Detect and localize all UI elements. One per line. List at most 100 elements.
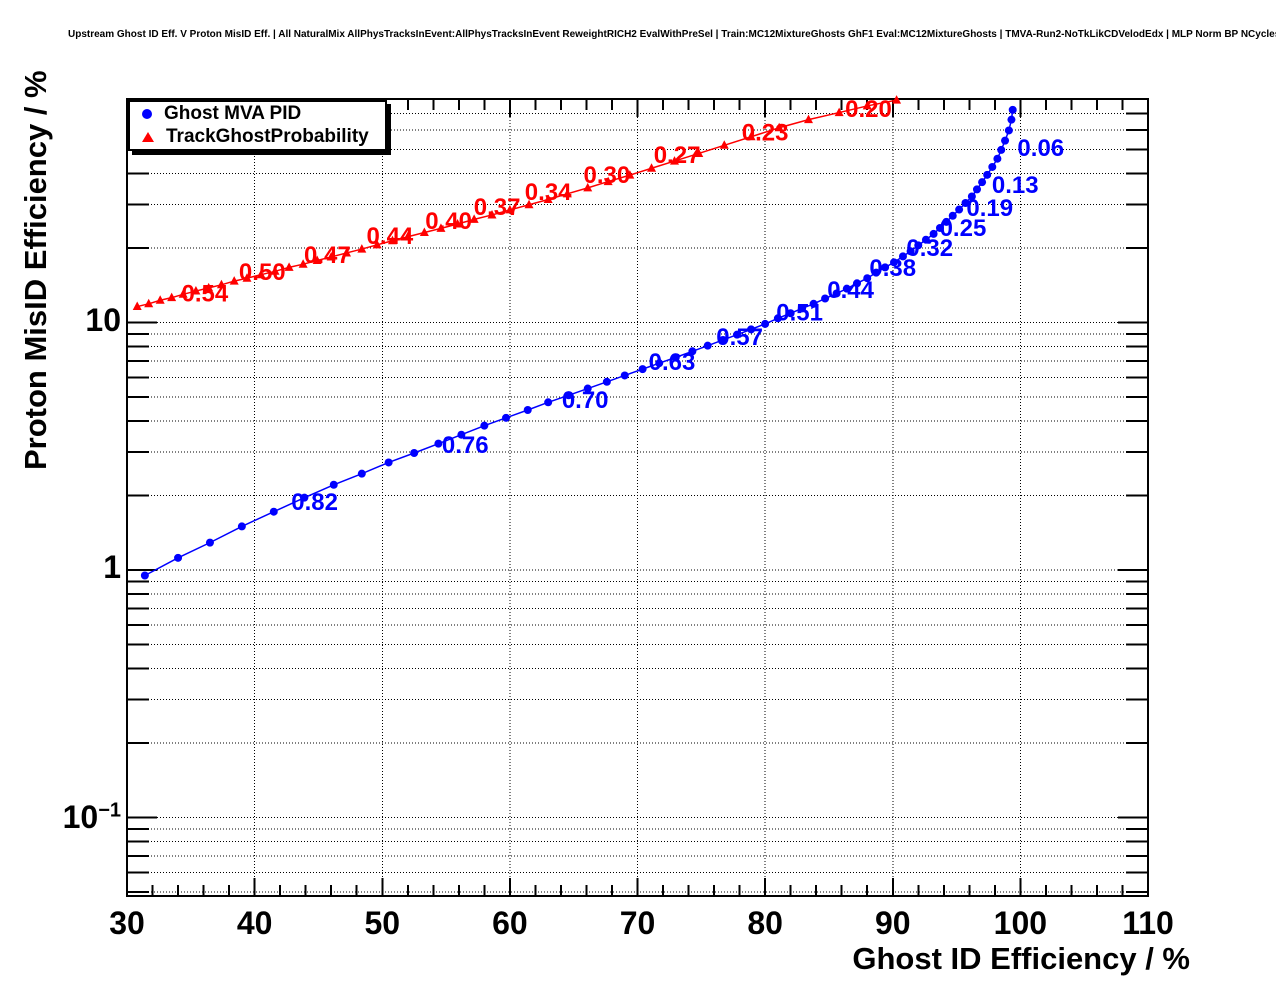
point-labels-trackghostprobability: 0.54 0.50 0.47 0.44 0.400.370.34 0.30 0.27 0.23… [181,96,891,308]
cut-value-label: 0.76 [442,432,489,459]
data-point-triangle [487,209,497,219]
x-tick-labels: 30 40 50 60 70 80 90 100 110 [109,905,1174,941]
data-point-circle [480,421,489,430]
data-point-circle [935,223,944,232]
data-point-circle [761,319,770,328]
series-line [144,109,1014,577]
legend-box: Ghost MVA PID TrackGhostProbability [128,100,387,151]
y-axis-title: Proton MisID Efficiency / % [18,70,53,470]
data-point-circle [1004,126,1013,135]
data-point-circle [872,268,881,277]
data-point-triangle [524,199,534,209]
cut-value-label: 0.32 [906,235,953,262]
x-tick-label: 110 [1122,905,1174,941]
cut-value-label: 0.34 [525,179,572,206]
cut-value-label: 0.25 [940,215,987,242]
cut-value-label: 0.40 [425,208,472,235]
cut-value-label: 0.06 [1017,135,1064,162]
point-labels-ghost-mva-pid: 0.82 0.76 0.70 0.63 0.57 0.510.440.380.320.25… [291,135,1064,516]
legend-label: Ghost MVA PID [164,103,302,124]
x-tick-label: 40 [237,905,273,941]
data-point-triangle [284,262,294,271]
x-tick-label: 60 [492,905,528,941]
cut-value-label: 0.63 [649,349,696,376]
cut-value-label: 0.20 [845,96,892,123]
data-point-triangle [804,114,814,124]
data-point-triangle [372,239,382,249]
x-tick-label: 50 [364,905,400,941]
data-point-circle [602,377,611,386]
y-tick-label-0p1: 10−1 [62,799,121,835]
cut-value-label: 0.47 [304,242,351,269]
data-point-circle [719,335,728,344]
data-point-circle [384,458,393,467]
data-point-circle [890,258,899,267]
data-point-circle [269,507,278,516]
cut-value-label: 0.82 [291,489,338,516]
data-point-circle [988,162,997,171]
x-tick-label: 100 [994,905,1047,941]
data-point-triangle [419,227,429,237]
x-tick-label: 30 [109,905,145,941]
data-point-triangle [543,194,553,204]
data-point-circle [523,406,532,415]
data-point-triangle [342,247,352,257]
data-point-triangle [469,214,479,223]
data-point-circle [929,229,938,238]
data-point-circle [1007,115,1016,124]
data-point-circle [972,185,981,194]
cut-value-label: 0.19 [966,195,1013,222]
x-tick-label: 90 [875,905,911,941]
legend-item-ghost-mva-pid: Ghost MVA PID [130,103,385,125]
data-point-triangle [562,188,572,198]
x-tick-label: 70 [620,905,656,941]
cut-value-label: 0.37 [474,194,521,221]
data-point-circle [747,325,756,334]
data-point-triangle [387,235,397,245]
data-point-triangle [583,182,593,192]
data-point-circle [1008,105,1017,114]
data-point-circle [997,145,1006,154]
data-point-triangle [144,298,154,308]
data-point-triangle [834,107,844,117]
data-point-circle [773,314,782,323]
data-point-circle [564,391,573,400]
data-point-triangle [436,223,446,232]
cut-value-label: 0.38 [869,255,916,282]
cut-value-label: 0.57 [716,324,763,351]
data-point-circle [983,170,992,179]
data-point-triangle [256,269,266,279]
data-point-circle [237,522,246,531]
plot-frame [126,98,1149,897]
data-point-triangle [625,170,635,179]
data-point-circle [821,294,830,303]
cut-value-label: 0.51 [776,299,823,326]
cut-value-label: 0.54 [181,280,228,307]
data-point-triangle [774,122,784,132]
cut-value-label: 0.13 [992,172,1039,199]
data-point-circle [942,217,951,226]
data-point-triangle [167,292,177,302]
data-point-circle [898,252,907,261]
blue-circle-marker-icon [142,109,152,119]
cut-value-label: 0.44 [827,277,874,304]
data-point-circle [502,413,511,422]
data-point-triangle [132,301,142,311]
data-point-triangle [155,295,165,304]
data-point-triangle [603,176,613,186]
data-point-circle [914,241,923,250]
y-tick-label-10: 10 [85,302,121,338]
y-tick-label-1: 1 [103,549,121,585]
legend-item-trackghostprobability: TrackGhostProbability [130,126,385,148]
data-point-circle [809,299,818,308]
data-point-circle [786,309,795,318]
data-point-circle [832,289,841,298]
data-point-triangle [403,231,413,241]
plot-title: Upstream Ghost ID Eff. V Proton MisID Ef… [68,29,1276,40]
data-point-circle [906,247,915,256]
data-point-triangle [670,156,680,165]
legend-label: TrackGhostProbability [166,126,369,147]
cut-value-label: 0.70 [562,387,609,414]
